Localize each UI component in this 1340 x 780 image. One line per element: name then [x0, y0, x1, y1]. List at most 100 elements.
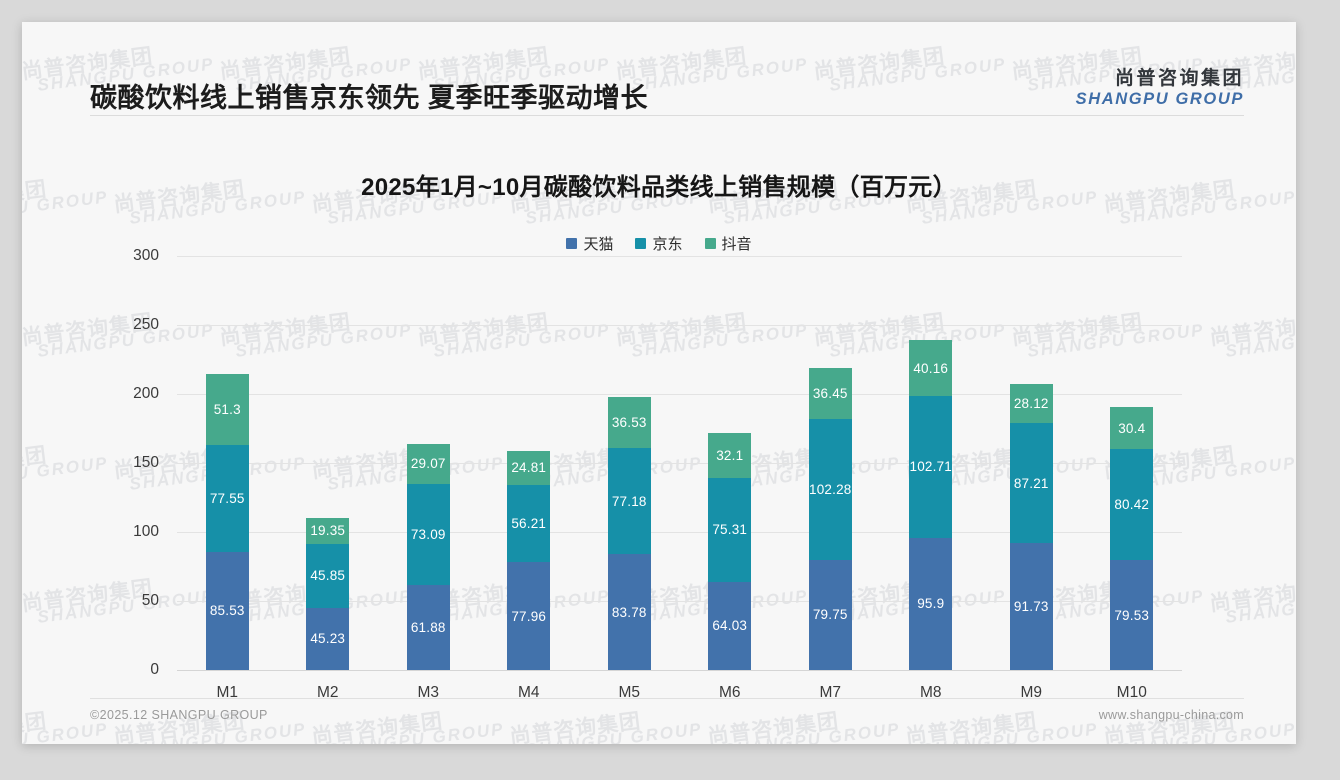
bar-group-m5[interactable]: 83.78 77.18 36.53: [607, 256, 651, 670]
chart-plot-area: 0 50 100 150 200 250 300 85.53 77.55 51.3 M1 45.23 4…: [22, 22, 1296, 744]
slide-canvas: 尚普咨询集团 SHANGPU GROUP 尚普咨询集团 SHANGPU GROUP 尚普…: [22, 22, 1296, 744]
bar-segment[interactable]: 102.71: [909, 395, 953, 538]
bar-group-m3[interactable]: 61.88 73.09 29.07: [406, 256, 450, 670]
bar-value-label: 19.35: [310, 523, 346, 539]
x-axis-tick-label: M8: [919, 684, 942, 701]
legend-label: 天猫: [583, 236, 614, 253]
bar-segment[interactable]: 56.21: [507, 484, 551, 563]
chart-legend: 天猫 京东 抖音: [22, 233, 1296, 254]
bar-segment[interactable]: 91.73: [1009, 543, 1053, 670]
chart-title: 2025年1月~10月碳酸饮料品类线上销售规模（百万元）: [361, 174, 957, 201]
bar-segment[interactable]: 32.1: [708, 433, 752, 478]
bar-segment[interactable]: 79.53: [1110, 560, 1154, 670]
bar-value-label: 51.3: [213, 402, 241, 418]
bar-segment[interactable]: 29.07: [406, 443, 450, 484]
page-title: 碳酸饮料线上销售京东领先 夏季旺季驱动增长: [90, 83, 649, 113]
legend-item-2[interactable]: 京东: [635, 233, 683, 254]
gridline: [177, 601, 1182, 602]
bar-segment[interactable]: 28.12: [1009, 384, 1053, 424]
y-axis-tick-label: 0: [150, 661, 159, 678]
bar-segment[interactable]: 19.35: [306, 517, 350, 545]
bar-value-label: 28.12: [1013, 396, 1049, 412]
y-axis-tick-label: 50: [141, 592, 159, 609]
bar-group-m4[interactable]: 77.96 56.21 24.81: [507, 256, 551, 670]
slide-header: 碳酸饮料线上销售京东领先 夏季旺季驱动增长 尚普咨询集团 SHANGPU GRO…: [22, 22, 1296, 117]
x-axis-tick-label: M3: [417, 684, 440, 701]
gridline: [177, 394, 1182, 395]
bar-value-label: 75.31: [712, 522, 748, 538]
bar-value-label: 32.1: [716, 448, 744, 464]
bar-value-label: 24.81: [511, 460, 547, 476]
bar-value-label: 77.18: [611, 493, 647, 509]
gridline: [177, 532, 1182, 533]
bar-value-label: 36.45: [812, 386, 848, 402]
bar-segment[interactable]: 79.75: [808, 559, 852, 670]
bar-segment[interactable]: 40.16: [909, 340, 953, 396]
y-axis-tick-label: 100: [133, 523, 159, 540]
bar-group-m9[interactable]: 91.73 87.21 28.12: [1009, 256, 1053, 670]
legend-item-3[interactable]: 抖音: [704, 233, 752, 254]
y-axis-tick-label: 200: [133, 385, 159, 402]
bar-segment[interactable]: 45.23: [306, 607, 350, 670]
bar-segment[interactable]: 77.18: [607, 447, 651, 555]
bar-segment[interactable]: 77.96: [507, 562, 551, 670]
legend-swatch-icon: [635, 238, 647, 249]
header-divider: [90, 115, 1244, 116]
bar-segment[interactable]: 85.53: [205, 551, 249, 670]
x-axis-tick-label: M9: [1020, 684, 1043, 701]
bar-segment[interactable]: 73.09: [406, 483, 450, 585]
legend-item-1[interactable]: 天猫: [566, 233, 613, 254]
bar-value-label: 77.96: [511, 608, 547, 624]
gridline: [177, 325, 1182, 326]
bar-value-label: 102.71: [909, 459, 952, 475]
bar-value-label: 45.85: [310, 568, 346, 584]
bar-value-label: 80.42: [1114, 497, 1150, 513]
x-axis-baseline: [177, 670, 1182, 671]
legend-swatch-icon: [704, 238, 716, 249]
bar-segment[interactable]: 80.42: [1110, 449, 1154, 561]
bar-group-m10[interactable]: 79.53 80.42 30.4: [1110, 256, 1154, 670]
y-axis-tick-label: 300: [133, 247, 159, 264]
logo-chinese-text: 尚普咨询集团: [1114, 68, 1244, 89]
bar-group-m6[interactable]: 64.03 75.31 32.1: [708, 256, 752, 670]
x-axis-tick-label: M1: [216, 684, 239, 701]
bar-value-label: 91.73: [1013, 599, 1049, 615]
bar-value-label: 102.28: [809, 481, 852, 497]
bar-segment[interactable]: 77.55: [205, 444, 249, 552]
bar-segment[interactable]: 45.85: [306, 544, 350, 608]
y-axis-tick-label: 150: [133, 454, 159, 471]
bar-segment[interactable]: 87.21: [1009, 423, 1053, 544]
bar-segment[interactable]: 36.53: [607, 397, 651, 448]
bar-group-m2[interactable]: 45.23 45.85 19.35: [306, 256, 350, 670]
bar-group-m7[interactable]: 79.75 102.28 36.45: [808, 256, 852, 670]
x-axis-tick-label: M7: [819, 684, 842, 701]
bar-segment[interactable]: 75.31: [708, 477, 752, 582]
bar-segment[interactable]: 83.78: [607, 554, 651, 670]
bar-segment[interactable]: 36.45: [808, 368, 852, 419]
bar-value-label: 77.55: [209, 490, 245, 506]
bar-segment[interactable]: 51.3: [205, 374, 249, 445]
bar-group-m1[interactable]: 85.53 77.55 51.3: [205, 256, 249, 670]
bar-value-label: 56.21: [511, 516, 547, 532]
bar-group-m8[interactable]: 95.9 102.71 40.16: [909, 256, 953, 670]
logo-english-text: SHANGPU GROUP: [1075, 89, 1244, 108]
bar-value-label: 79.53: [1114, 607, 1150, 623]
bar-value-label: 61.88: [410, 619, 446, 635]
x-axis-tick-label: M2: [316, 684, 339, 701]
bar-segment[interactable]: 102.28: [808, 418, 852, 560]
bar-segment[interactable]: 30.4: [1110, 407, 1154, 450]
bar-segment[interactable]: 61.88: [406, 584, 450, 670]
gridline: [177, 463, 1182, 464]
bar-value-label: 87.21: [1013, 475, 1049, 491]
bar-value-label: 29.07: [410, 456, 446, 472]
bar-value-label: 30.4: [1118, 420, 1146, 436]
x-axis-tick-label: M5: [618, 684, 641, 701]
website-link[interactable]: www.shangpu-china.com: [1098, 708, 1244, 722]
bar-value-label: 79.75: [812, 607, 848, 623]
bar-segment[interactable]: 24.81: [507, 450, 551, 485]
bar-segment[interactable]: 64.03: [708, 581, 752, 670]
brand-logo: 尚普咨询集团 SHANGPU GROUP: [1076, 68, 1244, 109]
bar-value-label: 95.9: [917, 596, 945, 612]
bar-segment[interactable]: 95.9: [909, 537, 953, 670]
bar-value-label: 45.23: [310, 631, 346, 647]
